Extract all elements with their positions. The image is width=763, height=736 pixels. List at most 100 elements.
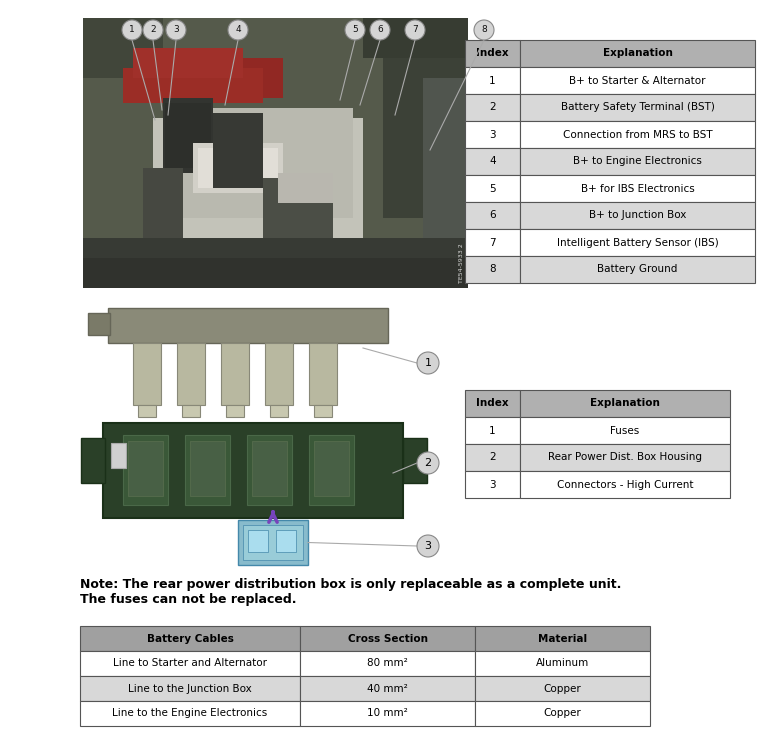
- Bar: [103, 423, 403, 518]
- Bar: [314, 405, 332, 417]
- Text: 6: 6: [377, 26, 383, 35]
- Text: 2: 2: [489, 453, 496, 462]
- Text: 1: 1: [489, 425, 496, 436]
- Text: 5: 5: [353, 26, 358, 35]
- Bar: [133, 343, 161, 405]
- Text: B+ to Junction Box: B+ to Junction Box: [589, 210, 686, 221]
- Bar: [520, 444, 730, 471]
- Bar: [80, 701, 300, 726]
- Bar: [111, 443, 126, 468]
- Circle shape: [370, 20, 390, 40]
- Text: Fuses: Fuses: [610, 425, 639, 436]
- Text: Line to Starter and Alternator: Line to Starter and Alternator: [113, 659, 267, 668]
- Bar: [475, 626, 650, 651]
- Bar: [475, 676, 650, 701]
- Bar: [190, 441, 225, 496]
- Text: Battery Ground: Battery Ground: [597, 264, 678, 275]
- Text: 2: 2: [150, 26, 156, 35]
- Text: 4: 4: [489, 157, 496, 166]
- Bar: [520, 121, 755, 148]
- Text: Battery Cables: Battery Cables: [146, 634, 233, 643]
- Bar: [83, 298, 468, 568]
- Bar: [520, 67, 755, 94]
- Bar: [309, 343, 337, 405]
- Circle shape: [166, 20, 186, 40]
- Bar: [465, 94, 520, 121]
- Text: Battery Safety Terminal (BST): Battery Safety Terminal (BST): [561, 102, 714, 113]
- Bar: [238, 520, 308, 565]
- Text: Explanation: Explanation: [603, 49, 672, 58]
- Text: 40 mm²: 40 mm²: [367, 684, 408, 693]
- Text: Aluminum: Aluminum: [536, 659, 589, 668]
- Text: 8: 8: [489, 264, 496, 275]
- Circle shape: [228, 20, 248, 40]
- Bar: [248, 530, 268, 552]
- Bar: [520, 417, 730, 444]
- Bar: [465, 417, 520, 444]
- Circle shape: [345, 20, 365, 40]
- Bar: [465, 444, 520, 471]
- Text: 3: 3: [173, 26, 179, 35]
- Text: 1: 1: [424, 358, 432, 368]
- Bar: [465, 471, 520, 498]
- Text: 3: 3: [489, 130, 496, 140]
- Bar: [265, 343, 293, 405]
- Bar: [300, 651, 475, 676]
- Circle shape: [417, 352, 439, 374]
- Bar: [403, 438, 427, 483]
- Bar: [80, 626, 300, 651]
- Text: Copper: Copper: [543, 709, 581, 718]
- Bar: [520, 175, 755, 202]
- Bar: [309, 435, 354, 505]
- Bar: [300, 676, 475, 701]
- Bar: [465, 67, 520, 94]
- Text: 1: 1: [489, 76, 496, 85]
- Text: Rear Power Dist. Box Housing: Rear Power Dist. Box Housing: [548, 453, 702, 462]
- Bar: [520, 229, 755, 256]
- Bar: [177, 343, 205, 405]
- Bar: [475, 651, 650, 676]
- Bar: [276, 530, 296, 552]
- Text: Connectors - High Current: Connectors - High Current: [557, 479, 694, 489]
- Bar: [465, 121, 520, 148]
- Text: Cross Section: Cross Section: [347, 634, 427, 643]
- Text: B+ to Starter & Alternator: B+ to Starter & Alternator: [569, 76, 706, 85]
- Bar: [520, 471, 730, 498]
- Bar: [520, 390, 730, 417]
- Bar: [81, 438, 105, 483]
- Bar: [243, 525, 303, 560]
- Bar: [88, 313, 110, 335]
- Text: 1: 1: [129, 26, 135, 35]
- Text: 6: 6: [489, 210, 496, 221]
- Text: Copper: Copper: [543, 684, 581, 693]
- Text: Index: Index: [476, 398, 509, 408]
- Text: 2: 2: [424, 458, 432, 468]
- Text: 80 mm²: 80 mm²: [367, 659, 408, 668]
- Bar: [520, 148, 755, 175]
- Bar: [520, 256, 755, 283]
- Text: B+ for IBS Electronics: B+ for IBS Electronics: [581, 183, 694, 194]
- Text: 4: 4: [235, 26, 241, 35]
- Text: 10 mm²: 10 mm²: [367, 709, 408, 718]
- Bar: [465, 148, 520, 175]
- Bar: [475, 701, 650, 726]
- Bar: [300, 626, 475, 651]
- Bar: [314, 441, 349, 496]
- Bar: [465, 229, 520, 256]
- Bar: [185, 435, 230, 505]
- Text: 7: 7: [412, 26, 418, 35]
- Text: TE54-5933 2: TE54-5933 2: [459, 244, 464, 283]
- Bar: [270, 405, 288, 417]
- Bar: [465, 40, 520, 67]
- Circle shape: [474, 20, 494, 40]
- Text: 7: 7: [489, 238, 496, 247]
- Bar: [520, 202, 755, 229]
- Text: Explanation: Explanation: [590, 398, 660, 408]
- Text: Material: Material: [538, 634, 587, 643]
- Bar: [108, 308, 388, 343]
- Bar: [80, 651, 300, 676]
- Bar: [465, 256, 520, 283]
- Text: 3: 3: [489, 479, 496, 489]
- Bar: [465, 390, 520, 417]
- Circle shape: [417, 535, 439, 557]
